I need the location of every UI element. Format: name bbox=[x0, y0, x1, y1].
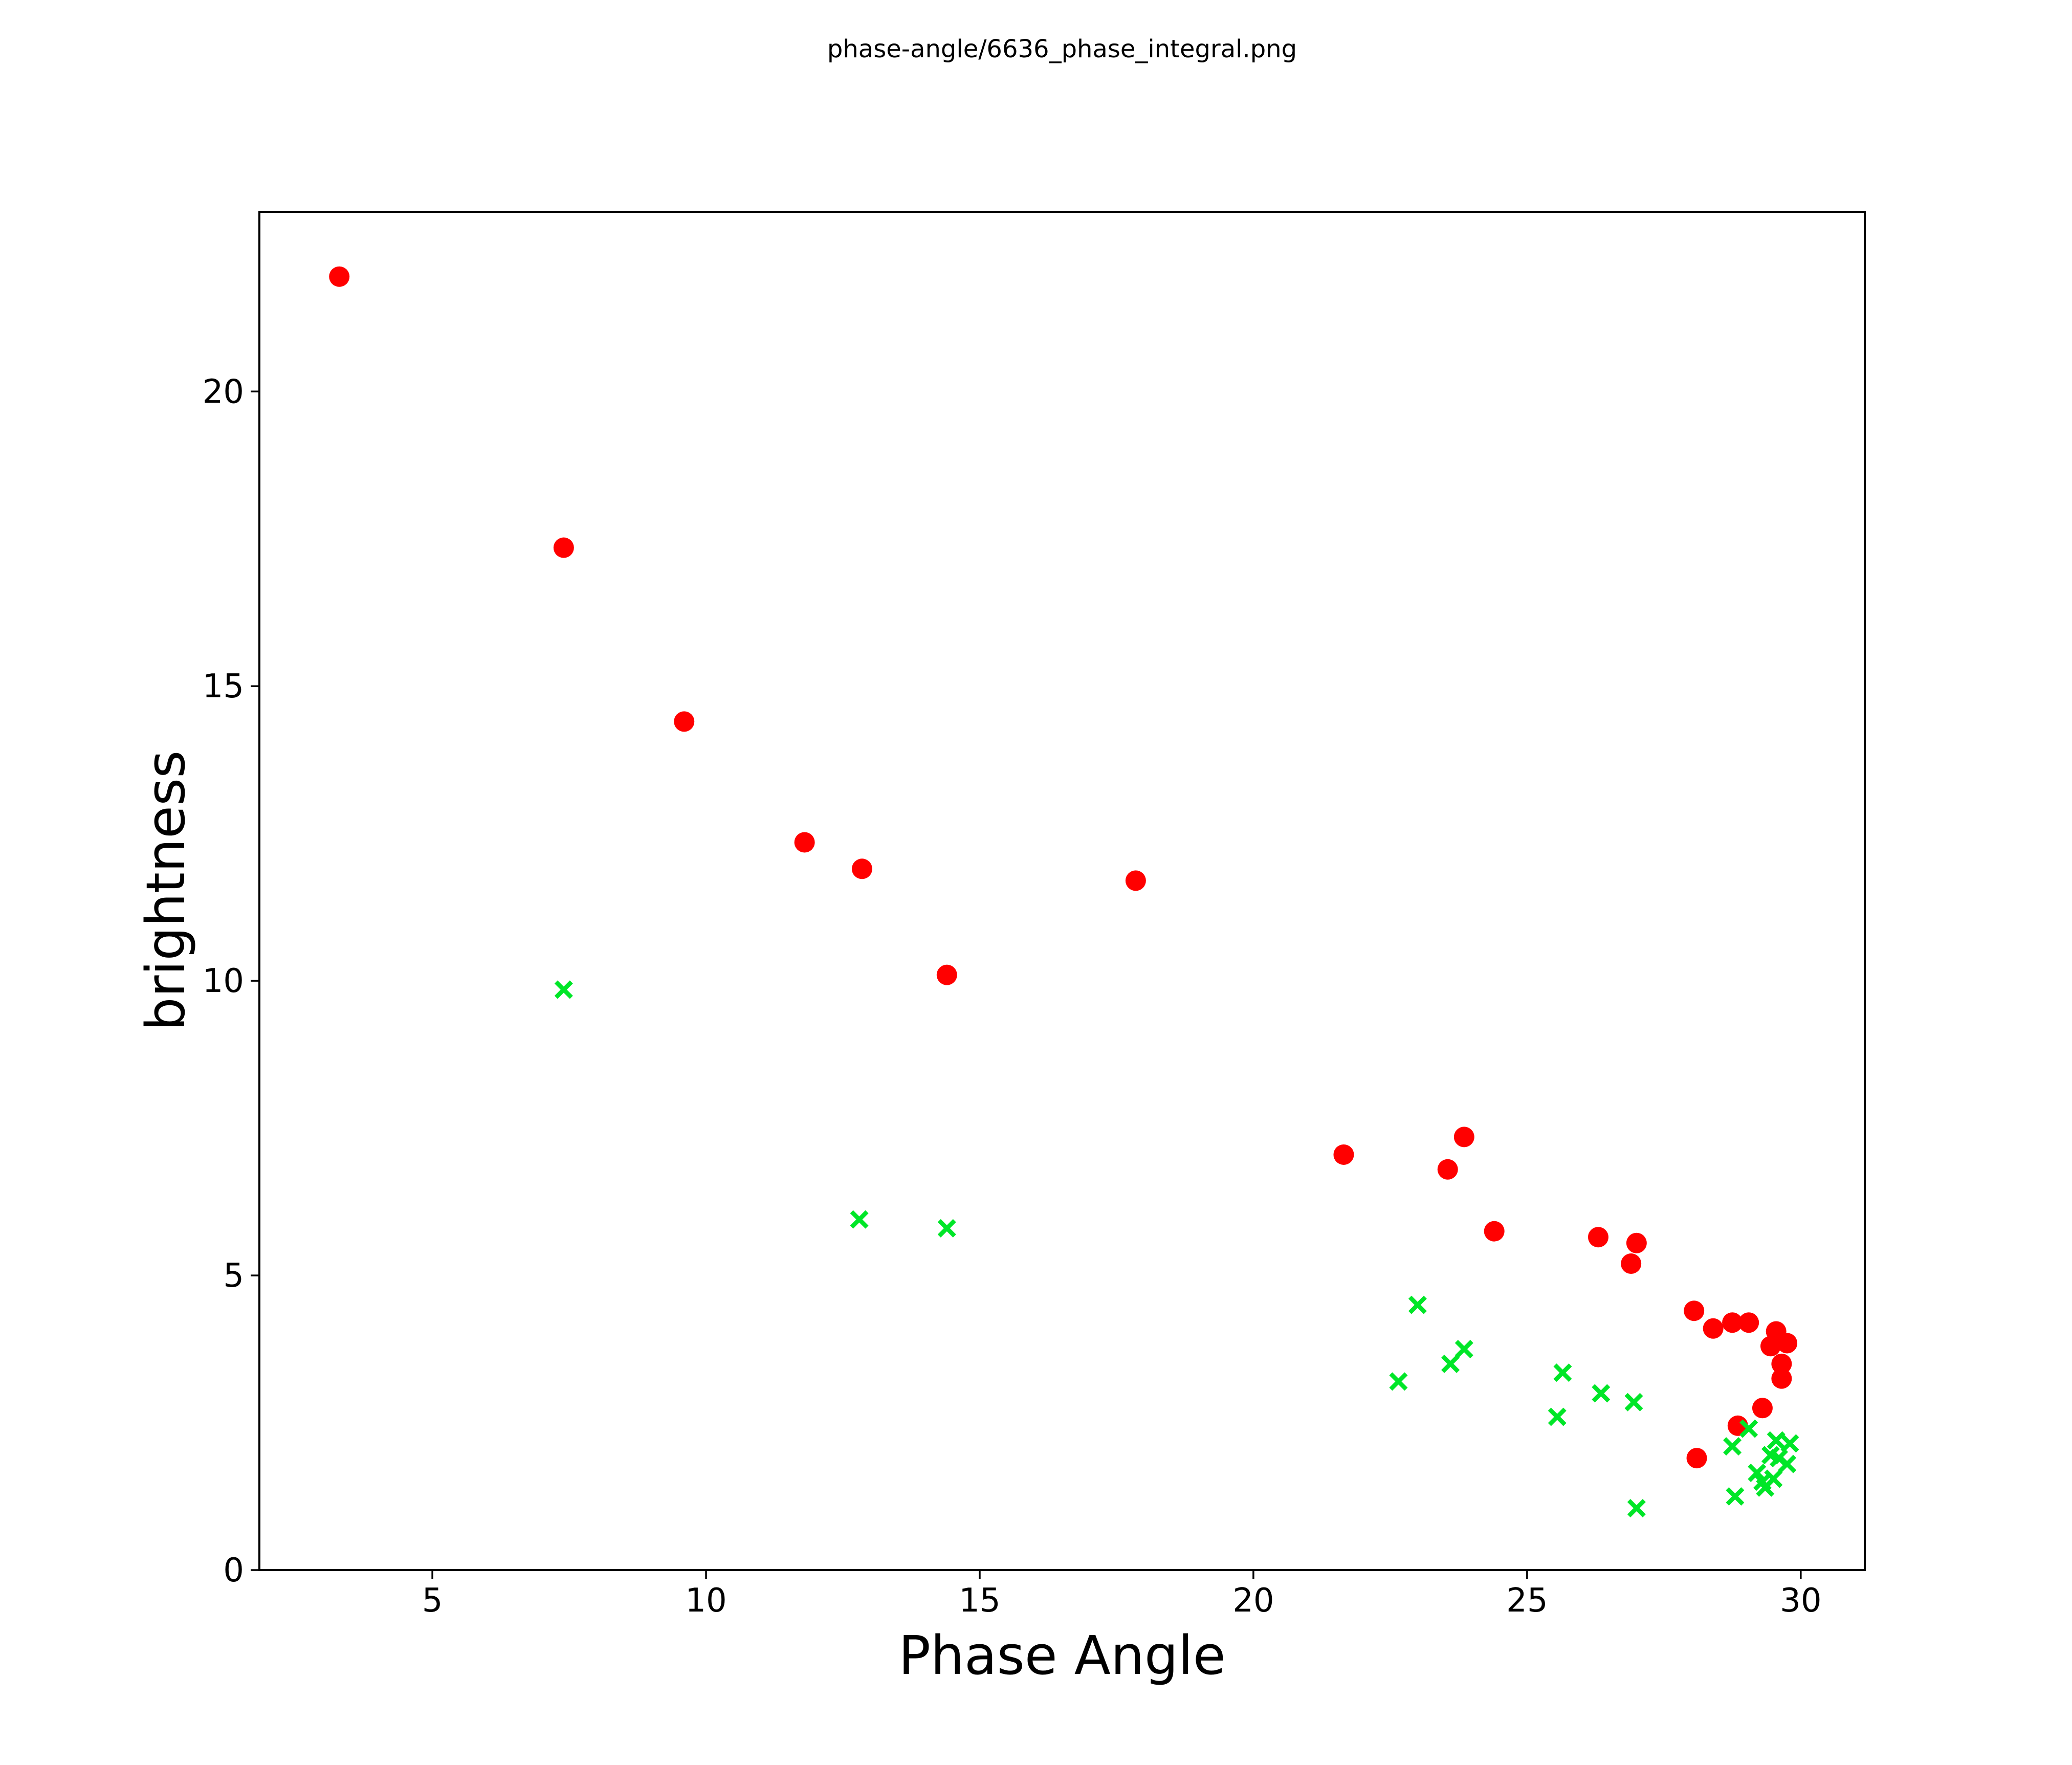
data-point-circle bbox=[1453, 1127, 1474, 1148]
data-point-x bbox=[1756, 1478, 1775, 1497]
data-point-circle bbox=[1722, 1312, 1743, 1333]
x-tick-label: 20 bbox=[1232, 1582, 1274, 1620]
data-point-x bbox=[1454, 1340, 1473, 1359]
data-point-circle bbox=[1686, 1448, 1707, 1469]
data-point-circle bbox=[1484, 1221, 1505, 1242]
data-point-circle bbox=[1771, 1353, 1792, 1374]
y-axis-ticks: 0 5 10 15 20 bbox=[203, 373, 259, 1590]
x-tick-label: 30 bbox=[1780, 1582, 1821, 1620]
data-point-x bbox=[1767, 1431, 1786, 1450]
x-tick-label: 5 bbox=[422, 1582, 443, 1620]
data-point-circle bbox=[1621, 1253, 1642, 1274]
data-point-circle bbox=[674, 711, 695, 732]
data-point-circle bbox=[1752, 1398, 1773, 1419]
data-point-x bbox=[1778, 1454, 1797, 1473]
x-tick-label: 10 bbox=[685, 1582, 726, 1620]
data-point-circle bbox=[1333, 1144, 1354, 1165]
y-tick-label: 0 bbox=[223, 1552, 244, 1590]
y-axis-label: brightness bbox=[135, 751, 197, 1031]
data-point-x bbox=[1627, 1499, 1646, 1518]
data-point-circle bbox=[1588, 1227, 1608, 1248]
data-points bbox=[329, 266, 1799, 1518]
data-point-x bbox=[554, 980, 573, 999]
data-point-x bbox=[1592, 1384, 1611, 1403]
x-tick-label: 25 bbox=[1506, 1582, 1548, 1620]
x-tick-label: 15 bbox=[959, 1582, 1000, 1620]
y-tick-label: 10 bbox=[203, 962, 244, 1000]
data-point-circle bbox=[1777, 1333, 1798, 1354]
data-point-x bbox=[937, 1219, 956, 1238]
y-tick-label: 15 bbox=[203, 668, 244, 705]
y-tick-label: 20 bbox=[203, 373, 244, 411]
data-point-x bbox=[1553, 1363, 1572, 1382]
data-point-x bbox=[1739, 1419, 1758, 1438]
data-point-circle bbox=[851, 858, 872, 879]
data-point-circle bbox=[794, 832, 815, 853]
data-point-x bbox=[1748, 1463, 1767, 1482]
data-point-x bbox=[1389, 1372, 1408, 1391]
data-point-circle bbox=[1437, 1159, 1458, 1180]
data-point-x bbox=[1780, 1434, 1799, 1453]
x-axis-label: Phase Angle bbox=[898, 1624, 1226, 1687]
data-point-circle bbox=[936, 964, 957, 985]
data-point-x bbox=[1723, 1437, 1742, 1456]
data-point-circle bbox=[329, 266, 350, 287]
data-point-circle bbox=[1125, 870, 1146, 891]
data-point-circle bbox=[1684, 1300, 1705, 1321]
data-point-x bbox=[850, 1210, 869, 1229]
plot-area bbox=[258, 211, 1866, 1571]
data-point-x bbox=[1726, 1487, 1745, 1506]
data-point-circle bbox=[553, 537, 574, 558]
data-point-circle bbox=[1771, 1368, 1792, 1389]
data-point-x bbox=[1441, 1354, 1460, 1373]
data-point-x bbox=[1548, 1407, 1567, 1426]
data-point-circle bbox=[1626, 1232, 1647, 1253]
data-point-circle bbox=[1703, 1318, 1724, 1339]
chart-title: phase-angle/6636_phase_integral.png bbox=[827, 35, 1297, 63]
data-point-x bbox=[1408, 1295, 1427, 1314]
x-axis-ticks: 5 10 15 20 25 30 bbox=[422, 1570, 1822, 1620]
data-point-circle bbox=[1760, 1336, 1781, 1357]
data-point-circle bbox=[1738, 1312, 1759, 1333]
y-tick-label: 5 bbox=[223, 1257, 244, 1295]
data-point-x bbox=[1624, 1393, 1643, 1411]
